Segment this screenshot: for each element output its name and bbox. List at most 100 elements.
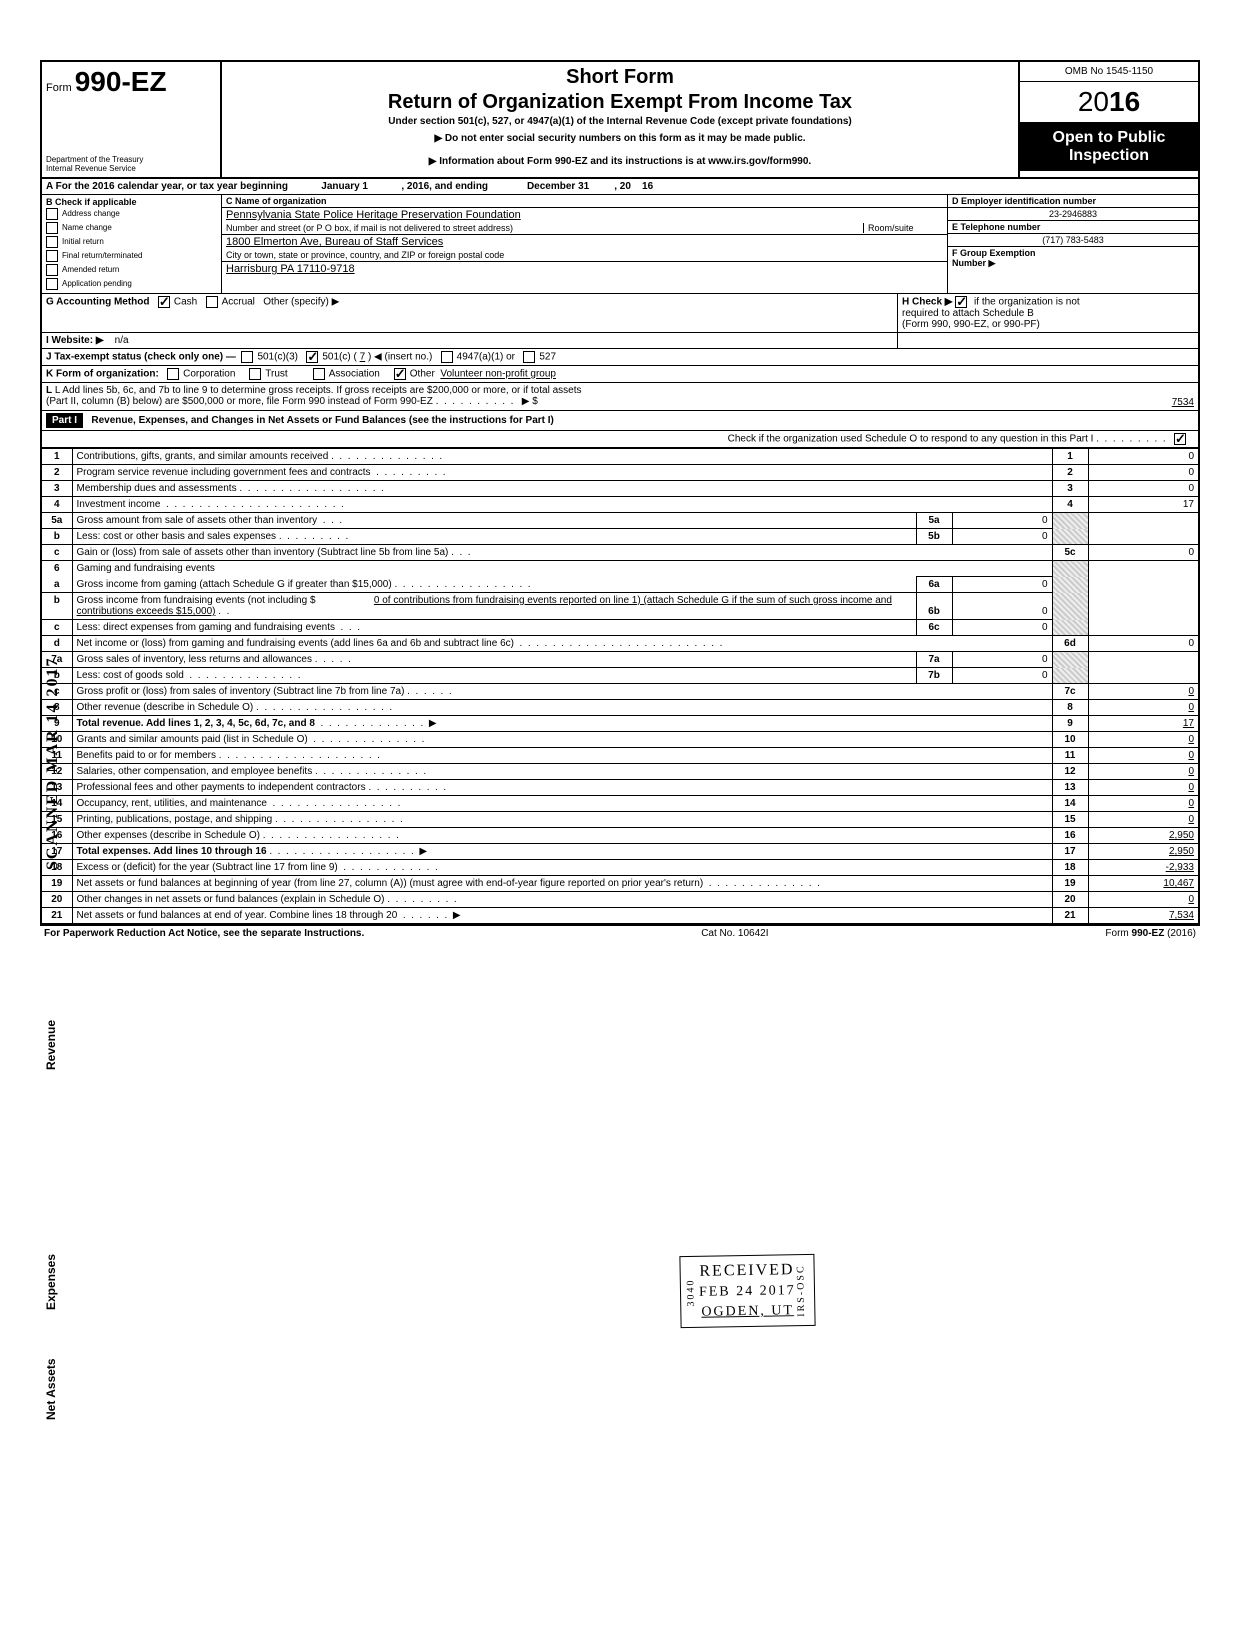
line-5b: bLess: cost or other basis and sales exp… <box>42 529 1198 545</box>
checkbox-trust[interactable] <box>249 368 261 380</box>
org-name: Pennsylvania State Police Heritage Prese… <box>222 208 947 222</box>
dept-line2: Internal Revenue Service <box>46 164 216 173</box>
dept-line1: Department of the Treasury <box>46 155 216 164</box>
lines-table: 1Contributions, gifts, grants, and simil… <box>42 448 1198 924</box>
checkbox-corp[interactable] <box>167 368 179 380</box>
phone-value: (717) 783-5483 <box>948 234 1198 247</box>
checkbox-schedule-o[interactable] <box>1174 433 1186 445</box>
header-center: Short Form Return of Organization Exempt… <box>222 62 1018 177</box>
line-12: 12Salaries, other compensation, and empl… <box>42 764 1198 780</box>
part1-label: Part I <box>46 413 83 428</box>
info-block: B Check if applicable Address change Nam… <box>42 195 1198 294</box>
header-left: Form 990-EZ Department of the Treasury I… <box>42 62 222 177</box>
expenses-label: Expenses <box>44 1254 58 1310</box>
line-2: 2Program service revenue including gover… <box>42 465 1198 481</box>
line-14: 14Occupancy, rent, utilities, and mainte… <box>42 796 1198 812</box>
checkbox-501c[interactable] <box>306 351 318 363</box>
line-h: H Check ▶ if the organization is not req… <box>898 294 1198 332</box>
inspect-line1: Open to Public <box>1022 129 1196 147</box>
street-value: 1800 Elmerton Ave, Bureau of Staff Servi… <box>222 235 947 249</box>
line-g: G Accounting Method Cash Accrual Other (… <box>42 294 898 332</box>
line-8: 8Other revenue (describe in Schedule O) … <box>42 700 1198 716</box>
checkbox-other-org[interactable] <box>394 368 406 380</box>
line-5a: 5aGross amount from sale of assets other… <box>42 513 1198 529</box>
footer-left: For Paperwork Reduction Act Notice, see … <box>44 928 364 939</box>
line-18: 18Excess or (deficit) for the year (Subt… <box>42 860 1198 876</box>
ein-value: 23-2946883 <box>948 208 1198 221</box>
part1-header: Part I Revenue, Expenses, and Changes in… <box>42 411 1198 431</box>
b-final-return: Final return/terminated <box>46 249 217 263</box>
line-a-prefix: A For the 2016 calendar year, or tax yea… <box>46 181 288 192</box>
street-row: Number and street (or P O box, if mail i… <box>222 222 947 235</box>
checkbox-initial-return[interactable] <box>46 236 58 248</box>
g-label: G Accounting Method <box>46 297 150 308</box>
checkbox-cash[interactable] <box>158 296 170 308</box>
line-l: L L Add lines 5b, 6c, and 7b to line 9 t… <box>42 383 1198 411</box>
b-application-pending: Application pending <box>46 277 217 291</box>
part1-title: Revenue, Expenses, and Changes in Net As… <box>91 415 554 426</box>
checkbox-assoc[interactable] <box>313 368 325 380</box>
line-a-mid: , 2016, and ending <box>401 181 488 192</box>
footer: For Paperwork Reduction Act Notice, see … <box>40 926 1200 941</box>
checkbox-name-change[interactable] <box>46 222 58 234</box>
line-17: 17Total expenses. Add lines 10 through 1… <box>42 844 1198 860</box>
revenue-label: Revenue <box>44 1020 58 1070</box>
line-a: A For the 2016 calendar year, or tax yea… <box>42 179 1198 195</box>
line-7c: cGross profit or (loss) from sales of in… <box>42 684 1198 700</box>
info-link: ▶ Information about Form 990-EZ and its … <box>230 150 1010 173</box>
checkbox-4947[interactable] <box>441 351 453 363</box>
f-label: F Group Exemption Number ▶ <box>948 247 1198 270</box>
checkbox-schedule-b[interactable] <box>955 296 967 308</box>
form-header: Form 990-EZ Department of the Treasury I… <box>42 62 1198 179</box>
line-7a: 7aGross sales of inventory, less returns… <box>42 652 1198 668</box>
b-amended-return: Amended return <box>46 263 217 277</box>
b-initial-return: Initial return <box>46 235 217 249</box>
line-a-suffix: , 20 <box>614 181 631 192</box>
line-7b: bLess: cost of goods sold . . . . . . . … <box>42 668 1198 684</box>
b-name-change: Name change <box>46 221 217 235</box>
other-org-value: Volunteer non-profit group <box>440 369 556 380</box>
year-bold: 16 <box>1109 86 1140 117</box>
line-5c: cGain or (loss) from sale of assets othe… <box>42 545 1198 561</box>
line-a-end: December 31 <box>527 181 589 192</box>
e-label: E Telephone number <box>948 221 1198 234</box>
dept-treasury: Department of the Treasury Internal Reve… <box>46 155 216 173</box>
line-19: 19Net assets or fund balances at beginni… <box>42 876 1198 892</box>
tax-year: 2016 <box>1020 82 1198 123</box>
line-13: 13Professional fees and other payments t… <box>42 780 1198 796</box>
stamp-left: 3040 <box>685 1278 696 1306</box>
inspect-line2: Inspection <box>1022 147 1196 165</box>
line-6c: cLess: direct expenses from gaming and f… <box>42 620 1198 636</box>
checkbox-527[interactable] <box>523 351 535 363</box>
ssn-warning: ▶ Do not enter social security numbers o… <box>230 127 1010 150</box>
checkbox-final-return[interactable] <box>46 250 58 262</box>
form-number: Form 990-EZ <box>46 66 216 98</box>
line-16: 16Other expenses (describe in Schedule O… <box>42 828 1198 844</box>
stamp-right: IRS-OSC <box>796 1264 808 1317</box>
line-10: 10Grants and similar amounts paid (list … <box>42 732 1198 748</box>
line-gh: G Accounting Method Cash Accrual Other (… <box>42 294 1198 333</box>
website-value: n/a <box>115 335 129 346</box>
checkbox-application-pending[interactable] <box>46 278 58 290</box>
omb-number: OMB No 1545-1150 <box>1020 62 1198 82</box>
line-9: 9Total revenue. Add lines 1, 2, 3, 4, 5c… <box>42 716 1198 732</box>
city-value: Harrisburg PA 17110-9718 <box>222 262 947 276</box>
city-label: City or town, state or province, country… <box>222 249 947 262</box>
line-3: 3Membership dues and assessments . . . .… <box>42 481 1198 497</box>
section-b: B Check if applicable Address change Nam… <box>42 195 222 293</box>
line-4: 4Investment income . . . . . . . . . . .… <box>42 497 1198 513</box>
d-label: D Employer identification number <box>948 195 1198 208</box>
line-6b: bGross income from fundraising events (n… <box>42 593 1198 620</box>
checkbox-501c3[interactable] <box>241 351 253 363</box>
street-label: Number and street (or P O box, if mail i… <box>226 223 863 233</box>
checkbox-address-change[interactable] <box>46 208 58 220</box>
stamp-date: FEB 24 2017 <box>699 1279 796 1305</box>
stamp-received: RECEIVED <box>699 1261 796 1281</box>
line-j: J Tax-exempt status (check only one) — 5… <box>42 349 1198 366</box>
checkbox-accrual[interactable] <box>206 296 218 308</box>
title-return: Return of Organization Exempt From Incom… <box>230 91 1010 114</box>
section-def: D Employer identification number 23-2946… <box>948 195 1198 293</box>
line-21: 21Net assets or fund balances at end of … <box>42 908 1198 924</box>
checkbox-amended-return[interactable] <box>46 264 58 276</box>
form-prefix: Form <box>46 82 72 94</box>
